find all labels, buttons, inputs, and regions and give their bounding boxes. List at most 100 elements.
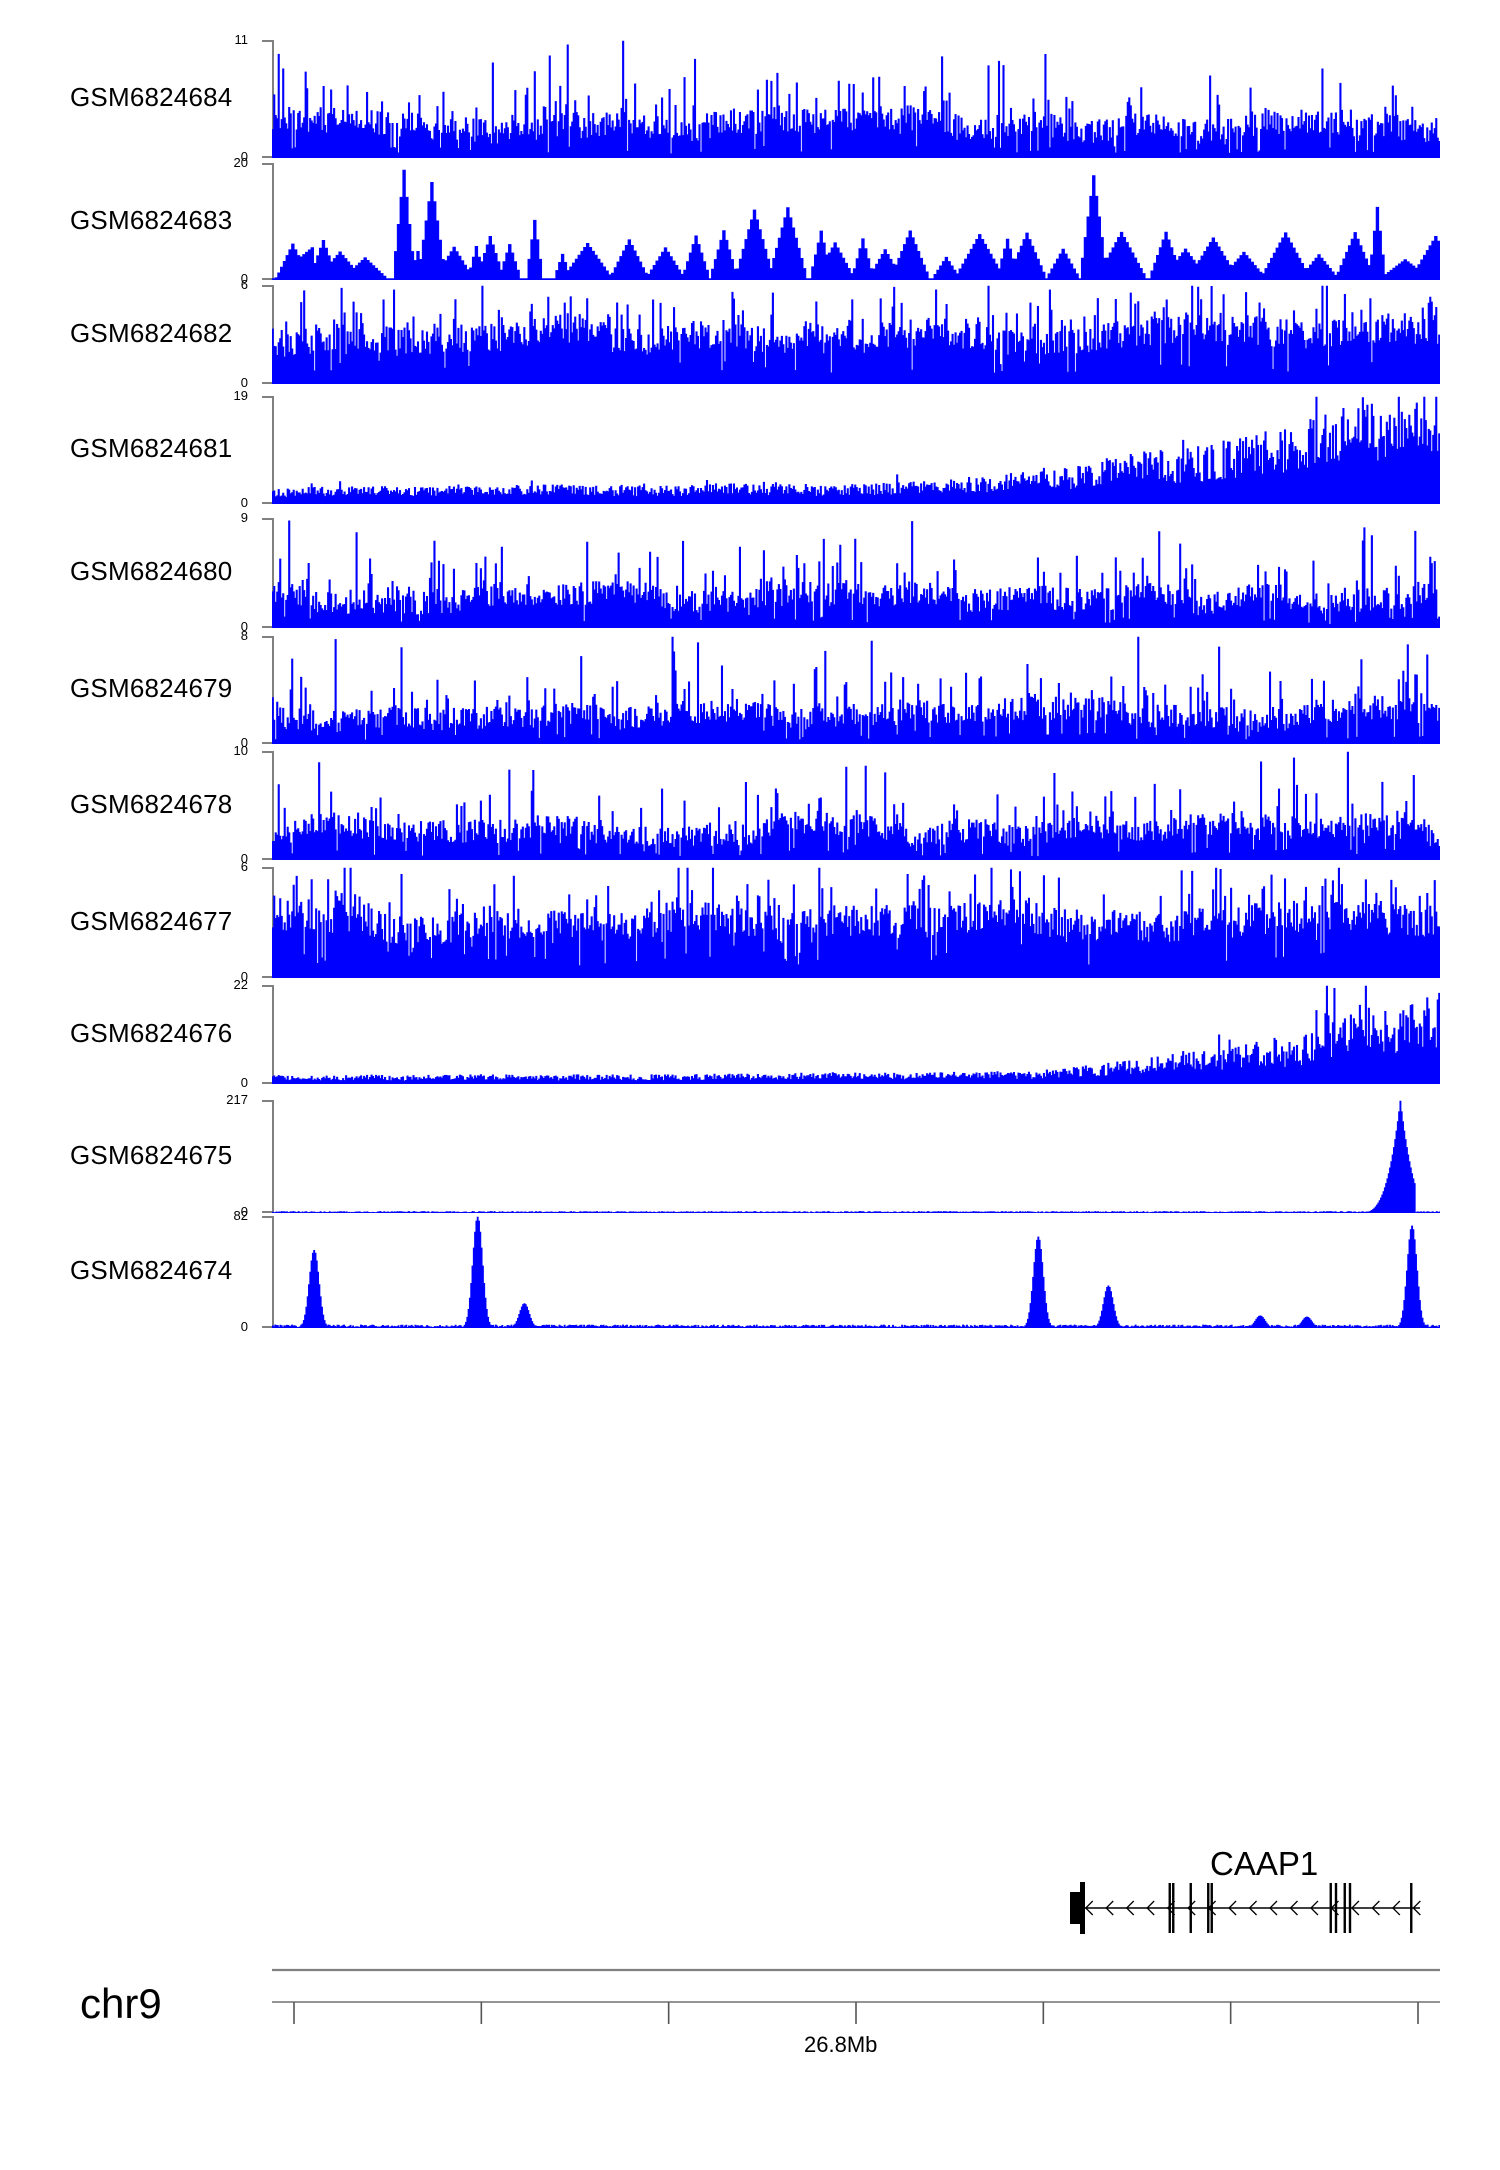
y-axis-tick-max <box>262 1100 274 1102</box>
track-y-axis <box>258 396 274 504</box>
track-y-axis <box>258 1216 274 1328</box>
y-axis-tick-min <box>262 858 274 860</box>
coverage-plot-area[interactable] <box>272 40 1440 158</box>
coverage-track-gsm6824684[interactable]: GSM6824684 11 0 <box>0 33 1500 163</box>
track-label: GSM6824681 <box>70 433 233 463</box>
y-axis-max-label: 9 <box>240 510 248 525</box>
axis-ruler <box>272 1968 1440 2024</box>
y-axis-min-label: 0 <box>240 375 248 390</box>
y-axis-tick-max <box>262 1216 274 1218</box>
gene-name-label: CAAP1 <box>1210 1845 1319 1882</box>
track-label: GSM6824674 <box>70 1255 233 1285</box>
y-axis-max-label: 8 <box>240 628 248 643</box>
coverage-track-gsm6824682[interactable]: GSM6824682 6 0 <box>0 278 1500 389</box>
coverage-track-gsm6824681[interactable]: GSM6824681 19 0 <box>0 389 1500 509</box>
y-axis-tick-max <box>262 751 274 753</box>
track-label: GSM6824677 <box>70 905 233 936</box>
chromosome-label: chr9 <box>80 1980 162 2027</box>
track-label: GSM6824683 <box>70 204 233 235</box>
y-axis-min-label: 0 <box>240 495 248 510</box>
y-axis-tick-max <box>262 985 274 987</box>
y-axis-tick-max <box>262 396 274 398</box>
y-axis-tick-max <box>262 636 274 638</box>
track-label: GSM6824676 <box>70 1017 233 1048</box>
y-axis-tick-min <box>262 742 274 744</box>
coverage-plot-area[interactable] <box>272 867 1440 978</box>
y-axis-tick-min <box>262 278 274 280</box>
coverage-fill <box>272 636 1440 744</box>
y-axis-max-label: 11 <box>234 32 249 47</box>
track-y-axis <box>258 1100 274 1213</box>
y-axis-tick-min <box>262 502 274 504</box>
track-y-axis <box>258 985 274 1084</box>
y-axis-min-label: 0 <box>240 1075 248 1090</box>
gene-annotation-track[interactable]: CAAP1 <box>0 1845 1500 1955</box>
coverage-histogram <box>272 751 1440 860</box>
y-axis-tick-min <box>262 976 274 978</box>
y-axis-max-label: 82 <box>233 1208 248 1223</box>
coverage-track-gsm6824676[interactable]: GSM6824676 22 0 <box>0 978 1500 1089</box>
coverage-track-gsm6824675[interactable]: GSM6824675 217 0 <box>0 1093 1500 1218</box>
coverage-track-gsm6824679[interactable]: GSM6824679 8 0 <box>0 629 1500 749</box>
coverage-fill <box>272 751 1440 860</box>
coverage-plot-area[interactable] <box>272 518 1440 628</box>
track-y-axis <box>258 751 274 860</box>
y-axis-tick-max <box>262 285 274 287</box>
coverage-histogram <box>272 520 1440 628</box>
coverage-plot-area[interactable] <box>272 985 1440 1084</box>
y-axis-max-label: 19 <box>233 388 248 403</box>
coverage-fill <box>272 1216 1440 1328</box>
coverage-plot-area[interactable] <box>272 285 1440 384</box>
track-label: GSM6824684 <box>70 82 233 112</box>
coverage-fill <box>272 985 1440 1084</box>
y-axis-max-label: 10 <box>233 743 248 758</box>
y-axis-tick-max <box>262 518 274 520</box>
genome-axis[interactable]: 26.8Mb <box>272 1960 1440 2160</box>
coverage-track-gsm6824683[interactable]: GSM6824683 20 0 <box>0 156 1500 285</box>
y-axis-min-label: 0 <box>240 851 248 866</box>
y-axis-spine <box>272 1100 274 1213</box>
coverage-fill <box>272 1100 1440 1213</box>
coverage-plot-area[interactable] <box>272 751 1440 860</box>
y-axis-spine <box>272 40 274 158</box>
coverage-track-gsm6824680[interactable]: GSM6824680 9 0 <box>0 511 1500 633</box>
coverage-fill <box>272 285 1440 384</box>
y-axis-max-label: 22 <box>233 977 248 992</box>
y-axis-spine <box>272 867 274 978</box>
coverage-histogram <box>272 169 1440 280</box>
y-axis-min-label: 0 <box>240 969 248 984</box>
coverage-histogram <box>272 40 1440 158</box>
coverage-track-gsm6824674[interactable]: GSM6824674 82 0 <box>0 1209 1500 1333</box>
coverage-fill <box>272 520 1440 628</box>
coverage-histogram <box>272 867 1440 978</box>
coverage-track-gsm6824677[interactable]: GSM6824677 6 0 <box>0 860 1500 983</box>
y-axis-min-label: 0 <box>240 149 248 164</box>
track-y-axis <box>258 636 274 744</box>
coverage-histogram <box>272 636 1440 744</box>
y-axis-max-label: 6 <box>240 859 248 874</box>
coverage-track-gsm6824678[interactable]: GSM6824678 10 0 <box>0 744 1500 865</box>
y-axis-max-label: 20 <box>233 155 248 170</box>
coverage-plot-area[interactable] <box>272 1216 1440 1328</box>
track-y-axis <box>258 163 274 280</box>
y-axis-tick-max <box>262 40 274 42</box>
y-axis-min-label: 0 <box>240 619 248 634</box>
coverage-fill <box>272 396 1440 504</box>
coverage-histogram <box>272 1216 1440 1328</box>
axis-scale-label: 26.8Mb <box>804 2032 878 2057</box>
coverage-plot-area[interactable] <box>272 636 1440 744</box>
y-axis-spine <box>272 1216 274 1328</box>
coverage-plot-area[interactable] <box>272 163 1440 280</box>
track-label: GSM6824680 <box>70 556 233 586</box>
y-axis-min-label: 0 <box>240 271 248 286</box>
track-label: GSM6824678 <box>70 788 233 819</box>
y-axis-tick-max <box>262 867 274 869</box>
y-axis-tick-min <box>262 1326 274 1328</box>
y-axis-tick-min <box>262 156 274 158</box>
y-axis-spine <box>272 396 274 504</box>
y-axis-tick-min <box>262 1211 274 1213</box>
coverage-plot-area[interactable] <box>272 1100 1440 1213</box>
coverage-plot-area[interactable] <box>272 396 1440 504</box>
y-axis-min-label: 0 <box>240 735 248 750</box>
